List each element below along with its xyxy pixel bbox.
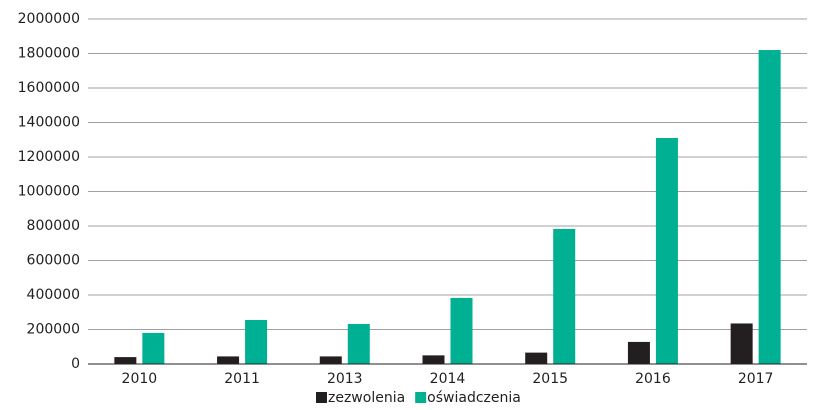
y-tick-label: 1600000: [18, 80, 80, 96]
bar: [217, 356, 240, 364]
legend-swatch: [316, 392, 327, 403]
bar: [142, 332, 165, 364]
y-tick-label: 1800000: [18, 46, 80, 62]
bar: [114, 357, 137, 364]
bar: [245, 320, 268, 364]
x-tick-label: 2016: [635, 371, 671, 387]
y-tick-label: 600000: [27, 253, 80, 269]
x-tick-label: 2015: [532, 371, 568, 387]
y-tick-label: 800000: [27, 218, 80, 234]
y-tick-label: 1000000: [18, 184, 80, 200]
legend-swatch: [415, 392, 427, 403]
y-tick-label: 0: [71, 356, 80, 372]
bar: [627, 341, 650, 364]
y-tick-label: 1400000: [18, 115, 80, 131]
legend-label: oświadczenia: [427, 390, 521, 406]
bar: [319, 356, 342, 364]
y-tick-label: 1200000: [18, 149, 80, 165]
x-tick-label: 2013: [327, 371, 363, 387]
legend-label: zezwolenia: [328, 390, 405, 406]
bar: [553, 228, 576, 364]
bar: [730, 323, 753, 364]
y-tick-label: 400000: [27, 287, 80, 303]
bar: [347, 323, 370, 364]
bar: [450, 297, 473, 364]
x-tick-label: 2011: [224, 371, 260, 387]
y-tick-label: 2000000: [18, 11, 80, 27]
x-tick-label: 2014: [430, 371, 466, 387]
x-tick-label: 2017: [738, 371, 774, 387]
y-tick-label: 200000: [27, 322, 80, 338]
bar: [422, 355, 445, 364]
x-tick-label: 2010: [122, 371, 158, 387]
bar: [655, 138, 678, 364]
bar: [758, 50, 781, 365]
bar: [525, 352, 548, 364]
